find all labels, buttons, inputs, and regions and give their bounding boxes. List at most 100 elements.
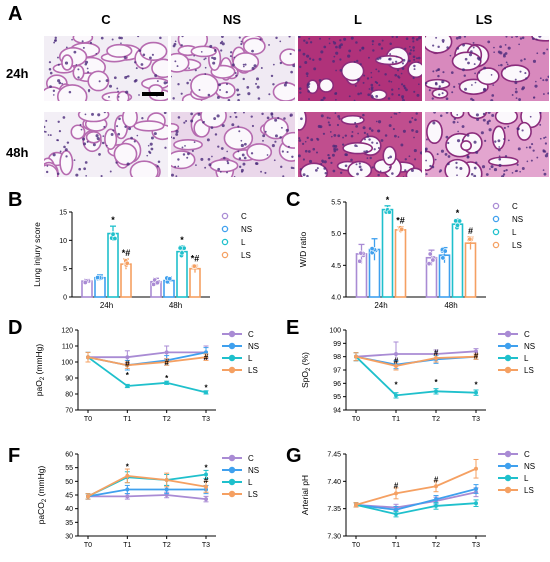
data-point-l <box>204 390 208 395</box>
micrograph-l-48h <box>298 112 422 177</box>
data-point-ls <box>125 473 130 478</box>
legend-marker-ns <box>221 225 229 233</box>
bar-l-48h <box>176 250 188 298</box>
panel-label-c: C <box>286 189 301 211</box>
y-tick-label: 95 <box>333 394 341 401</box>
y-tick-label: 110 <box>62 344 73 351</box>
legend-marker-ns <box>228 342 236 350</box>
y-tick-label: 30 <box>65 534 73 541</box>
y-tick-label: 97 <box>333 368 341 375</box>
legend-marker-l <box>492 228 500 236</box>
data-point-l <box>474 390 478 395</box>
legend-label-c: C <box>248 454 254 463</box>
y-tick-label: 4.5 <box>331 263 341 270</box>
panel-label-d: D <box>8 317 23 339</box>
x-tick-label: T0 <box>352 542 360 549</box>
significance-mark: # <box>164 358 169 367</box>
y-tick-label: 7.30 <box>327 534 341 541</box>
legend-label-ls: LS <box>524 366 534 375</box>
data-point-ns <box>394 507 398 512</box>
data-point-ls <box>394 491 398 496</box>
x-tick-label: 24h <box>374 301 387 310</box>
significance-mark: * <box>204 384 208 393</box>
data-point-l <box>179 250 185 256</box>
legend-marker-c <box>228 454 236 462</box>
data-point-ns <box>440 255 446 261</box>
series-line-l <box>355 502 477 516</box>
legend-marker-ls <box>221 251 229 259</box>
scale-bar <box>142 92 164 96</box>
significance-mark: * <box>474 381 478 390</box>
data-point-ls <box>399 226 405 232</box>
x-tick-label: T2 <box>432 542 440 549</box>
data-point-l <box>125 384 130 388</box>
significance-mark: * <box>386 195 390 205</box>
x-tick-label: T1 <box>392 416 400 423</box>
row-title-48h: 48h <box>6 145 29 160</box>
series-line-ls <box>355 355 477 367</box>
data-point-ls <box>164 360 169 364</box>
data-point-l <box>386 209 392 215</box>
significance-mark: # <box>434 476 439 485</box>
data-point-ls <box>86 355 90 360</box>
bar-ls-48h <box>189 267 201 298</box>
column-title-ls: LS <box>475 12 493 27</box>
data-point-l <box>112 236 118 242</box>
x-tick-label: T1 <box>392 542 400 549</box>
legend-marker-c <box>228 330 236 338</box>
y-axis-label: Arterial pH <box>300 475 310 515</box>
legend-marker-c <box>504 450 512 458</box>
legend-label-l: L <box>248 354 253 363</box>
x-tick-label: T1 <box>123 542 131 549</box>
micrograph-ns-24h <box>171 36 295 101</box>
y-axis-label: Lung injury score <box>32 222 42 287</box>
legend-marker-ls <box>504 366 512 374</box>
data-point-l <box>164 380 169 385</box>
x-tick-label: T0 <box>84 416 92 423</box>
legend-label-l: L <box>524 474 529 483</box>
significance-mark: # <box>434 349 439 358</box>
y-tick-label: 98 <box>333 354 341 361</box>
legend-marker-c <box>504 330 512 338</box>
chart-lung-injury-score: 0 5 10 15 Lung injury score 24h 48h * *# * *# C NS LL… <box>32 210 252 311</box>
data-point-ls <box>191 263 197 269</box>
data-point-ls <box>86 494 90 499</box>
y-axis-label: W/D ratio <box>298 232 308 268</box>
y-tick-label: 5.0 <box>331 231 341 238</box>
chart-arterial-ph: 7.30 7.35 7.40 7.45 Arterial pH T0 T1 T2 T3 # # C NS… <box>300 450 535 549</box>
data-point-ls <box>434 356 438 360</box>
data-point-ls <box>394 364 398 368</box>
column-title-l: L <box>354 12 362 27</box>
legend-marker-ls <box>228 366 236 374</box>
data-point-l <box>177 245 183 251</box>
x-tick-label: 48h <box>169 301 182 310</box>
significance-mark: * <box>165 374 169 383</box>
data-point-ls <box>125 363 130 368</box>
bar-ls-48h <box>464 242 477 298</box>
legend-marker-ns <box>492 215 500 223</box>
micrograph-l-24h <box>298 36 422 101</box>
data-point-l <box>394 393 398 398</box>
data-point-c <box>125 355 130 360</box>
y-tick-label: 100 <box>61 360 73 367</box>
significance-mark: * <box>126 462 130 471</box>
data-point-c <box>125 494 130 499</box>
y-tick-label: 80 <box>65 392 73 399</box>
series-line-ls <box>87 356 207 367</box>
panel-label-e: E <box>286 317 300 339</box>
legend-marker-ns <box>504 462 512 470</box>
y-tick-label: 90 <box>65 376 73 383</box>
y-tick-label: 120 <box>61 328 73 335</box>
data-point-ls <box>474 466 478 471</box>
legend-marker-ns <box>504 342 512 350</box>
data-point-ls <box>474 354 478 359</box>
data-point-l <box>453 218 459 224</box>
legend-label-l: L <box>524 354 529 363</box>
legend-label-c: C <box>524 450 530 459</box>
micrograph-c-24h <box>44 36 168 101</box>
legend-marker-ls <box>228 490 236 498</box>
x-tick-label: T3 <box>202 542 210 549</box>
significance-mark: * <box>394 381 398 390</box>
micrograph-c-48h <box>44 112 168 177</box>
legend-marker-ns <box>228 466 236 474</box>
